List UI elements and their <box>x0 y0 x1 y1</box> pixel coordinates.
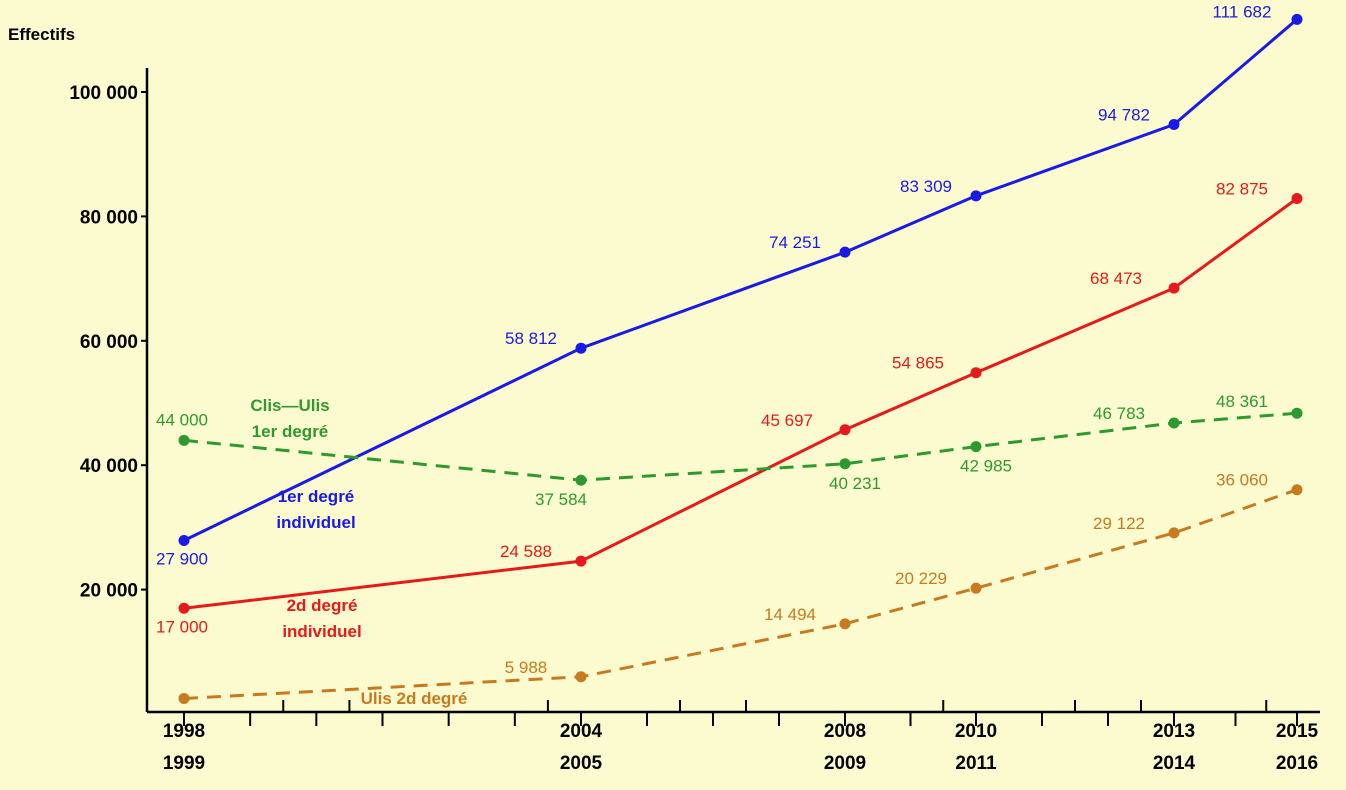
data-label: 46 783 <box>1093 404 1145 423</box>
data-label: 45 697 <box>761 411 813 430</box>
data-label: 48 361 <box>1216 392 1268 411</box>
data-label: 27 900 <box>156 549 208 568</box>
data-point <box>839 246 851 258</box>
data-point <box>970 582 982 594</box>
data-point <box>970 190 982 202</box>
data-point <box>1168 118 1180 130</box>
data-point <box>575 555 587 567</box>
data-point <box>1291 193 1303 205</box>
series-line <box>183 411 1298 482</box>
series-label: individuel <box>282 622 361 641</box>
data-point <box>575 342 587 354</box>
y-tick-label: 80 000 <box>80 207 138 228</box>
data-label: 24 588 <box>500 542 552 561</box>
x-tick-label-top: 2015 <box>1276 721 1319 742</box>
data-point <box>1168 417 1180 429</box>
data-point <box>970 367 982 379</box>
data-point <box>575 671 587 683</box>
data-label: 5 988 <box>505 658 548 677</box>
x-tick-label-bottom: 2014 <box>1153 753 1196 774</box>
y-tick-label: 40 000 <box>80 456 138 477</box>
series-label: 1er degré <box>278 487 355 506</box>
x-tick-label-bottom: 1999 <box>163 753 205 774</box>
y-tick-label: 100 000 <box>69 83 138 104</box>
series-label: Ulis 2d degré <box>361 689 468 708</box>
data-label: 29 122 <box>1093 514 1145 533</box>
data-point <box>178 602 190 614</box>
x-tick-label-bottom: 2009 <box>824 753 866 774</box>
x-tick-label-top: 2013 <box>1153 721 1195 742</box>
series-label: individuel <box>276 513 355 532</box>
data-point <box>1168 527 1180 539</box>
series-label: 1er degré <box>252 422 329 441</box>
data-point <box>1291 484 1303 496</box>
y-axis-label: Effectifs <box>8 25 75 44</box>
series-line <box>183 18 1298 542</box>
series-label: Clis—Ulis <box>250 396 329 415</box>
data-label: 54 865 <box>892 354 944 373</box>
data-label: 42 985 <box>960 457 1012 476</box>
data-label: 94 782 <box>1098 105 1150 124</box>
data-point <box>839 458 851 470</box>
y-tick-label: 60 000 <box>80 332 138 353</box>
data-label: 58 812 <box>505 329 557 348</box>
x-tick-label-bottom: 2011 <box>955 753 997 774</box>
data-point <box>178 534 190 546</box>
data-point <box>178 692 190 704</box>
series-line <box>183 488 1298 700</box>
series-label: 2d degré <box>287 596 358 615</box>
data-label: 37 584 <box>535 490 587 509</box>
data-label: 83 309 <box>900 177 952 196</box>
x-tick-label-bottom: 2016 <box>1276 753 1318 774</box>
data-label: 44 000 <box>156 410 208 429</box>
y-tick-label: 20 000 <box>80 581 138 602</box>
data-label: 82 875 <box>1216 180 1268 199</box>
x-tick-label-top: 1998 <box>163 721 205 742</box>
data-label: 20 229 <box>895 569 947 588</box>
data-label: 17 000 <box>156 617 208 636</box>
data-point <box>839 424 851 436</box>
x-tick-label-bottom: 2005 <box>560 753 603 774</box>
data-point <box>575 474 587 486</box>
data-label: 68 473 <box>1090 269 1142 288</box>
data-point <box>839 618 851 630</box>
axes: 20 000 40 000 60 000 80 000 100 000 1998 1999 2… <box>69 68 1320 774</box>
data-label: 40 231 <box>829 474 881 493</box>
x-tick-label-top: 2010 <box>955 721 997 742</box>
labels-layer: 27 900 58 812 74 251 83 309 94 782 111 682 1er… <box>156 2 1271 708</box>
data-label: 14 494 <box>764 605 816 624</box>
data-label: 111 682 <box>1213 2 1272 21</box>
series-layer <box>178 13 1303 704</box>
x-tick-label-top: 2004 <box>560 721 603 742</box>
data-point <box>178 434 190 446</box>
data-point <box>1168 282 1180 294</box>
data-point <box>1291 407 1303 419</box>
x-tick-label-top: 2008 <box>824 721 866 742</box>
data-point <box>1291 13 1303 25</box>
data-point <box>970 441 982 453</box>
series-line <box>183 197 1298 610</box>
data-label: 74 251 <box>769 233 821 252</box>
data-label: 36 060 <box>1216 471 1268 490</box>
